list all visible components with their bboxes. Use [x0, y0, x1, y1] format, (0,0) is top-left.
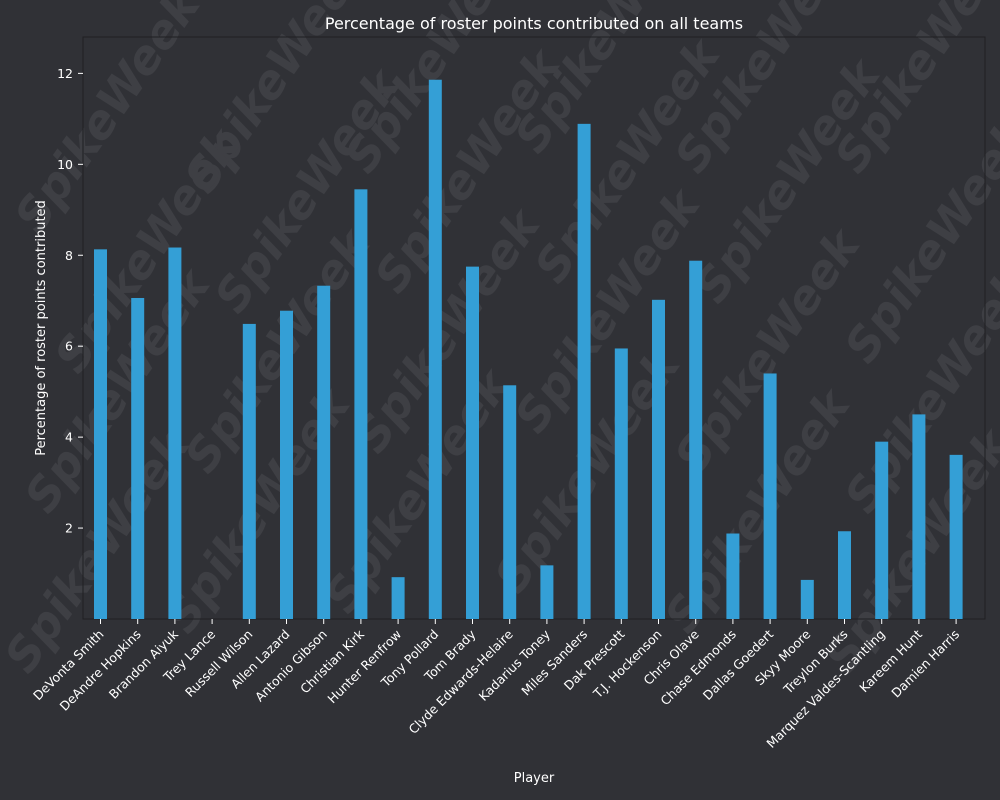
y-tick-label: 12: [57, 66, 73, 81]
bar: [94, 249, 107, 619]
bar: [763, 373, 777, 619]
bar: [131, 297, 145, 619]
bar: [428, 79, 442, 620]
y-axis: 2 4 6 8 10 12: [57, 66, 83, 536]
bar: [689, 260, 703, 619]
bar: [503, 385, 517, 619]
bar: [391, 577, 405, 619]
bar: [726, 533, 740, 619]
bar: [354, 189, 368, 619]
plot-area: [82, 36, 986, 620]
bar-series: [94, 79, 963, 620]
y-tick-label: 6: [65, 339, 73, 354]
bar: [838, 531, 851, 619]
bar: [875, 441, 889, 619]
chart-title: Percentage of roster points contributed …: [325, 14, 743, 33]
bar: [466, 266, 479, 619]
bar: [949, 454, 963, 619]
bar: [280, 310, 293, 619]
bar: [577, 123, 591, 619]
y-tick-label: 2: [65, 521, 73, 536]
bar: [168, 247, 182, 619]
bar: [540, 565, 554, 619]
bar: [652, 299, 665, 619]
bar: [242, 323, 256, 619]
bar: [317, 285, 331, 619]
y-axis-title: Percentage of roster points contributed: [34, 200, 49, 456]
bar: [800, 579, 814, 619]
bar: [614, 348, 628, 619]
y-tick-label: 4: [65, 430, 73, 445]
y-tick-label: 10: [57, 157, 73, 172]
bar: [912, 414, 926, 619]
y-tick-label: 8: [65, 248, 73, 263]
x-axis-title: Player: [514, 771, 555, 786]
